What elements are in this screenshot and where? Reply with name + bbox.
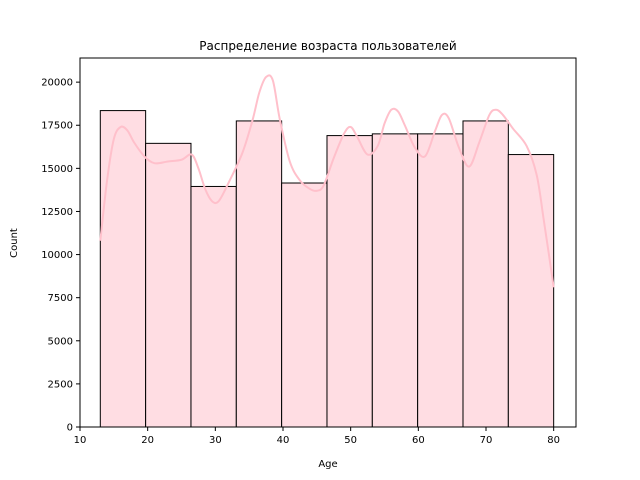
y-tick-label: 15000 xyxy=(41,164,73,175)
histogram-bar-2 xyxy=(145,142,192,428)
x-tick-label: 10 xyxy=(74,435,87,446)
y-axis-label: Count xyxy=(9,228,20,258)
y-tick-label: 12500 xyxy=(41,207,73,218)
x-axis-ticks: 10 20 30 40 50 60 70 80 xyxy=(74,427,560,446)
histogram-bar-3 xyxy=(190,185,237,428)
x-axis-label: Age xyxy=(318,459,337,470)
x-tick-label: 40 xyxy=(277,435,290,446)
x-tick-label: 60 xyxy=(412,435,425,446)
histogram-bar-10 xyxy=(507,154,555,428)
y-tick-label: 2500 xyxy=(48,379,73,390)
x-tick-label: 80 xyxy=(547,435,560,446)
x-tick-label: 30 xyxy=(209,435,222,446)
y-axis-ticks: 0 2500 5000 7500 10000 12500 15000 17500 20000 xyxy=(41,78,80,434)
bars-layer xyxy=(99,110,555,428)
histogram-bar-7 xyxy=(371,133,419,428)
histogram-bar-6 xyxy=(326,135,373,428)
histogram-bar-9 xyxy=(462,120,509,428)
y-tick-label: 10000 xyxy=(41,250,73,261)
y-tick-label: 5000 xyxy=(48,336,73,347)
y-tick-label: 17500 xyxy=(41,121,73,132)
y-tick-label: 7500 xyxy=(48,293,73,304)
histogram-bar-8 xyxy=(417,133,464,428)
x-tick-label: 70 xyxy=(480,435,493,446)
histogram-bar-5 xyxy=(281,182,328,428)
histogram-bar-4 xyxy=(235,120,283,428)
y-tick-label: 0 xyxy=(67,423,73,434)
x-tick-label: 20 xyxy=(141,435,154,446)
x-tick-label: 50 xyxy=(344,435,357,446)
y-tick-label: 20000 xyxy=(41,78,73,89)
chart-title: Распределение возраста пользователей xyxy=(199,39,456,53)
kde-curve xyxy=(99,74,555,288)
histogram-bar-1 xyxy=(99,110,147,428)
plot-frame xyxy=(79,57,577,428)
